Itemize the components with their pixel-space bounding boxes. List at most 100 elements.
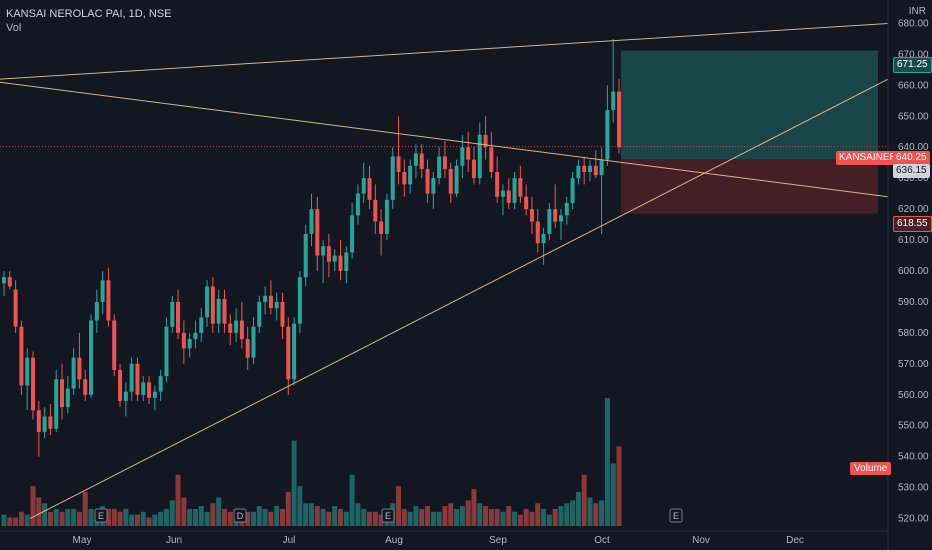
volume-legend: Vol: [6, 22, 22, 34]
candle-body: [71, 357, 76, 389]
volume-bar: [192, 508, 198, 526]
candle-body: [199, 317, 204, 333]
last-price-tag: 640.25: [893, 151, 930, 165]
volume-bar: [134, 514, 140, 526]
volume-bar: [82, 491, 88, 526]
candle-body: [245, 339, 250, 358]
candle-body: [25, 357, 30, 386]
candle-body: [129, 363, 134, 392]
candle-body: [31, 357, 36, 411]
volume-bar: [413, 506, 419, 526]
candle-body: [303, 233, 308, 278]
time-axis-label: Jul: [283, 535, 296, 546]
candle-body: [263, 295, 268, 302]
candle-body: [123, 391, 128, 401]
volume-bar: [535, 503, 541, 526]
candle-body: [193, 332, 198, 340]
candle-body: [373, 199, 378, 222]
price-tick-label: 530.00: [898, 483, 929, 494]
volume-bar: [53, 508, 59, 526]
candle-body: [402, 171, 407, 185]
volume-bar: [593, 503, 599, 526]
candle-body: [164, 326, 169, 377]
candle-body: [460, 147, 465, 166]
candle-body: [558, 215, 563, 222]
candle-body: [442, 156, 447, 169]
candle-body: [408, 165, 413, 185]
candle-body: [77, 357, 82, 380]
volume-bar: [419, 508, 425, 526]
event-marker-label: E: [98, 511, 104, 521]
volume-bar: [152, 514, 158, 526]
volume-bar: [401, 508, 407, 526]
volume-bar: [262, 508, 268, 526]
time-axis-label: Dec: [786, 535, 804, 546]
volume-bar: [430, 511, 436, 526]
volume-bar: [361, 508, 367, 526]
stop-price-tag: 618.55: [893, 216, 932, 232]
volume-bar: [558, 506, 564, 526]
candle-body: [506, 190, 511, 203]
volume-bar: [158, 511, 164, 526]
volume-bar: [256, 506, 262, 526]
volume-bar: [512, 511, 518, 526]
trendline: [0, 22, 889, 80]
price-tick-label: 650.00: [898, 111, 929, 122]
volume-bar: [140, 511, 146, 526]
candle-body: [535, 221, 540, 244]
symbol-title: KANSAI NEROLAC PAI, 1D, NSE: [6, 8, 172, 20]
volume-bar: [349, 474, 355, 526]
volume-bar: [7, 517, 13, 526]
volume-bar: [570, 500, 576, 526]
event-marker-label: E: [385, 511, 391, 521]
candle-body: [593, 165, 598, 176]
candle-body: [413, 153, 418, 166]
candle-body: [466, 147, 471, 160]
price-tick-label: 610.00: [898, 235, 929, 246]
price-tick-label: 620.00: [898, 204, 929, 215]
candle-body: [437, 156, 442, 179]
candle-body: [152, 391, 157, 398]
volume-bar: [442, 506, 448, 526]
price-tick-label: 630.00: [898, 173, 929, 184]
volume-bar: [599, 500, 605, 526]
volume-bar: [1, 514, 7, 526]
volume-bar: [117, 511, 123, 526]
candle-body: [454, 165, 459, 194]
price-tick-label: 660.00: [898, 80, 929, 91]
volume-bar: [30, 486, 36, 526]
volume-bar: [517, 514, 523, 526]
volume-bar: [465, 500, 471, 526]
volume-bar: [546, 514, 552, 526]
volume-bar: [274, 506, 280, 526]
candle-body: [216, 298, 221, 324]
candle-body: [396, 156, 401, 172]
candle-body: [205, 286, 210, 318]
candle-body: [477, 134, 482, 179]
volume-bar: [303, 503, 309, 526]
volume-bar: [111, 508, 117, 526]
volume-bar: [425, 506, 431, 526]
price-tick-label: 590.00: [898, 297, 929, 308]
candle-body: [228, 323, 233, 333]
volume-bar: [396, 486, 402, 526]
volume-bar: [221, 508, 227, 526]
price-tick-label: 540.00: [898, 452, 929, 463]
candle-body: [524, 196, 529, 210]
time-axis-label: Aug: [385, 535, 403, 546]
volume-bar: [227, 511, 233, 526]
candle-body: [94, 301, 99, 321]
volume-bar: [245, 511, 251, 526]
volume-bar: [314, 506, 320, 526]
price-tick-label: 550.00: [898, 421, 929, 432]
volume-bar: [320, 508, 326, 526]
volume-bar: [175, 474, 181, 526]
candle-body: [570, 178, 575, 203]
volume-bar: [129, 514, 135, 526]
candle-body: [541, 233, 546, 244]
volume-bar: [436, 511, 442, 526]
volume-bar: [338, 508, 344, 526]
volume-tag: Volume: [850, 462, 892, 475]
candle-body: [257, 301, 262, 327]
